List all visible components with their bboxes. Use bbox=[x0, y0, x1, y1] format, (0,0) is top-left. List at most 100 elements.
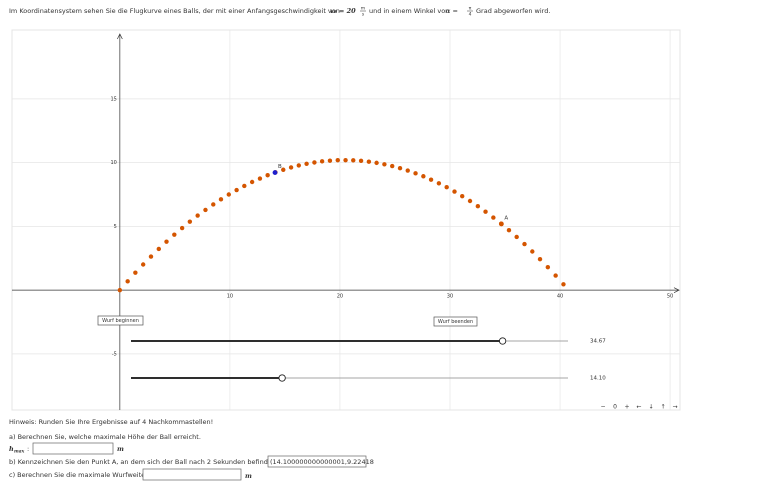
variable-suffix: : bbox=[27, 445, 29, 453]
trajectory-point bbox=[140, 262, 146, 267]
intro-math: m bbox=[361, 7, 365, 12]
slider-knob[interactable] bbox=[498, 337, 507, 345]
variable: h bbox=[9, 445, 14, 453]
trajectory-point bbox=[172, 232, 177, 237]
question-b: b) Kennzeichnen Sie den Punkt A, an dem … bbox=[9, 458, 276, 466]
question-a: a) Berechnen Sie, welche maximale Höhe d… bbox=[9, 433, 201, 441]
trajectory-point bbox=[133, 270, 138, 275]
trajectory-point bbox=[312, 160, 317, 165]
trajectory-point bbox=[475, 204, 481, 209]
trajectory-point bbox=[327, 158, 333, 163]
trajectory-point bbox=[343, 157, 348, 163]
trajectory-point bbox=[117, 287, 123, 293]
trajectory-point bbox=[148, 254, 154, 259]
slider-knob[interactable] bbox=[278, 374, 286, 382]
trajectory-point bbox=[506, 228, 512, 233]
input-text: (14.100000000000001,9.22418 bbox=[270, 458, 374, 466]
y-tick-label: 10 bbox=[110, 160, 116, 166]
trajectory-point bbox=[522, 241, 527, 247]
button-label: Wurf beenden bbox=[438, 319, 473, 325]
point-label: A bbox=[504, 215, 508, 221]
x-tick-label: 50 bbox=[667, 294, 673, 300]
trajectory-point bbox=[382, 162, 387, 167]
button-label: Wurf beginnen bbox=[102, 318, 139, 324]
nav-button[interactable]: − bbox=[600, 404, 605, 411]
graph-panel bbox=[11, 29, 681, 411]
trajectory-point bbox=[203, 207, 208, 213]
answer-input[interactable] bbox=[142, 468, 242, 481]
trajectory-point bbox=[164, 239, 169, 244]
trajectory-point bbox=[288, 165, 294, 170]
intro-text: Grad abgeworfen wird. bbox=[476, 7, 550, 15]
questions: Hinweis: Runden Sie Ihre Ergebnisse auf … bbox=[9, 418, 374, 481]
trajectory-point bbox=[553, 273, 558, 278]
variable-sub: max bbox=[14, 450, 25, 455]
intro-math: π bbox=[469, 7, 472, 12]
nav-button[interactable]: ↓ bbox=[648, 404, 653, 411]
x-tick-label: 30 bbox=[447, 294, 453, 300]
point bbox=[498, 221, 504, 227]
slider-value: 34.67 bbox=[590, 339, 606, 345]
trajectory-point bbox=[179, 225, 185, 231]
trajectory-point bbox=[234, 187, 239, 193]
axis-arrow bbox=[117, 33, 123, 40]
trajectory-point bbox=[514, 234, 519, 240]
trajectory-point bbox=[366, 159, 372, 164]
trajectory-point bbox=[125, 279, 130, 284]
trajectory-point bbox=[156, 246, 162, 252]
intro-text: Im Koordinatensystem sehen Sie die Flugk… bbox=[9, 7, 340, 15]
trajectory-point bbox=[421, 174, 426, 179]
intro-math: α = bbox=[446, 7, 458, 15]
nav-button[interactable]: → bbox=[672, 404, 677, 411]
trajectory-point bbox=[483, 209, 488, 214]
nav-button[interactable]: ↑ bbox=[660, 404, 665, 411]
y-tick-label: -5 bbox=[112, 351, 117, 357]
nav-button[interactable]: ← bbox=[636, 404, 641, 411]
trajectory-point bbox=[281, 167, 286, 172]
trajectory-point bbox=[413, 171, 418, 176]
intro: Im Koordinatensystem sehen Sie die Flugk… bbox=[9, 7, 550, 18]
trajectory-point bbox=[452, 189, 457, 194]
nav-button[interactable]: + bbox=[624, 404, 629, 411]
x-tick-label: 40 bbox=[557, 294, 563, 300]
unit: m bbox=[245, 472, 252, 480]
trajectory-point bbox=[351, 158, 356, 163]
trajectory-point bbox=[257, 176, 263, 181]
trajectory-point bbox=[374, 160, 379, 166]
y-tick-label: 5 bbox=[114, 224, 117, 230]
trajectory-point bbox=[390, 163, 395, 169]
button[interactable] bbox=[97, 315, 144, 326]
trajectory-point bbox=[319, 159, 325, 164]
hint: Hinweis: Runden Sie Ihre Ergebnisse auf … bbox=[9, 418, 213, 426]
trajectory-point bbox=[335, 157, 340, 163]
trajectory-point bbox=[428, 177, 434, 182]
trajectory-point bbox=[358, 158, 364, 164]
graph: 10 20 30 40 50 -5 5 10 15 A B Wurf beginnen Wurf bee… bbox=[12, 30, 680, 411]
question-c: c) Berechnen Sie die maximale Wurfweite: bbox=[9, 471, 147, 479]
answer-input[interactable] bbox=[267, 455, 367, 468]
trajectory-point bbox=[397, 166, 403, 171]
trajectory-point bbox=[530, 249, 535, 254]
unit: m bbox=[117, 445, 124, 453]
point bbox=[272, 170, 278, 175]
trajectory-point bbox=[218, 197, 224, 202]
y-tick-label: 15 bbox=[110, 96, 116, 102]
trajectory-point bbox=[304, 161, 309, 166]
intro-math: s bbox=[362, 13, 365, 18]
axis-arrow bbox=[673, 287, 680, 293]
x-tick-label: 20 bbox=[337, 294, 343, 300]
intro-math: 4 bbox=[469, 12, 472, 18]
trajectory-point bbox=[491, 215, 496, 220]
trajectory-point bbox=[187, 219, 193, 224]
trajectory-point bbox=[537, 256, 543, 262]
trajectory-point bbox=[467, 198, 473, 204]
intro-text: und in einem Winkel von bbox=[369, 7, 449, 15]
trajectory-point bbox=[436, 181, 442, 186]
trajectory-point bbox=[405, 168, 410, 173]
nav-button[interactable]: 0 bbox=[613, 404, 617, 411]
answer-input[interactable] bbox=[32, 442, 114, 455]
trajectory-point bbox=[211, 202, 216, 207]
button[interactable] bbox=[433, 316, 478, 327]
trajectory-point bbox=[460, 193, 465, 199]
trajectory-point bbox=[242, 183, 247, 189]
